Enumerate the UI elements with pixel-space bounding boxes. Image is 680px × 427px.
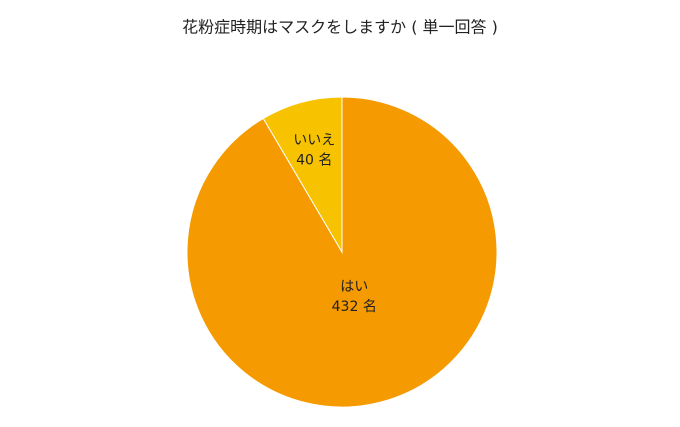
value-label: 432 名: [332, 299, 377, 315]
slice-label: いいえ: [293, 132, 335, 148]
pie-slice: [262, 96, 343, 254]
value-label: 40 名: [296, 152, 332, 168]
slice-label: はい: [340, 279, 368, 295]
chart-title: 花粉症時期はマスクをしますか ( 単一回答 ): [182, 18, 498, 37]
